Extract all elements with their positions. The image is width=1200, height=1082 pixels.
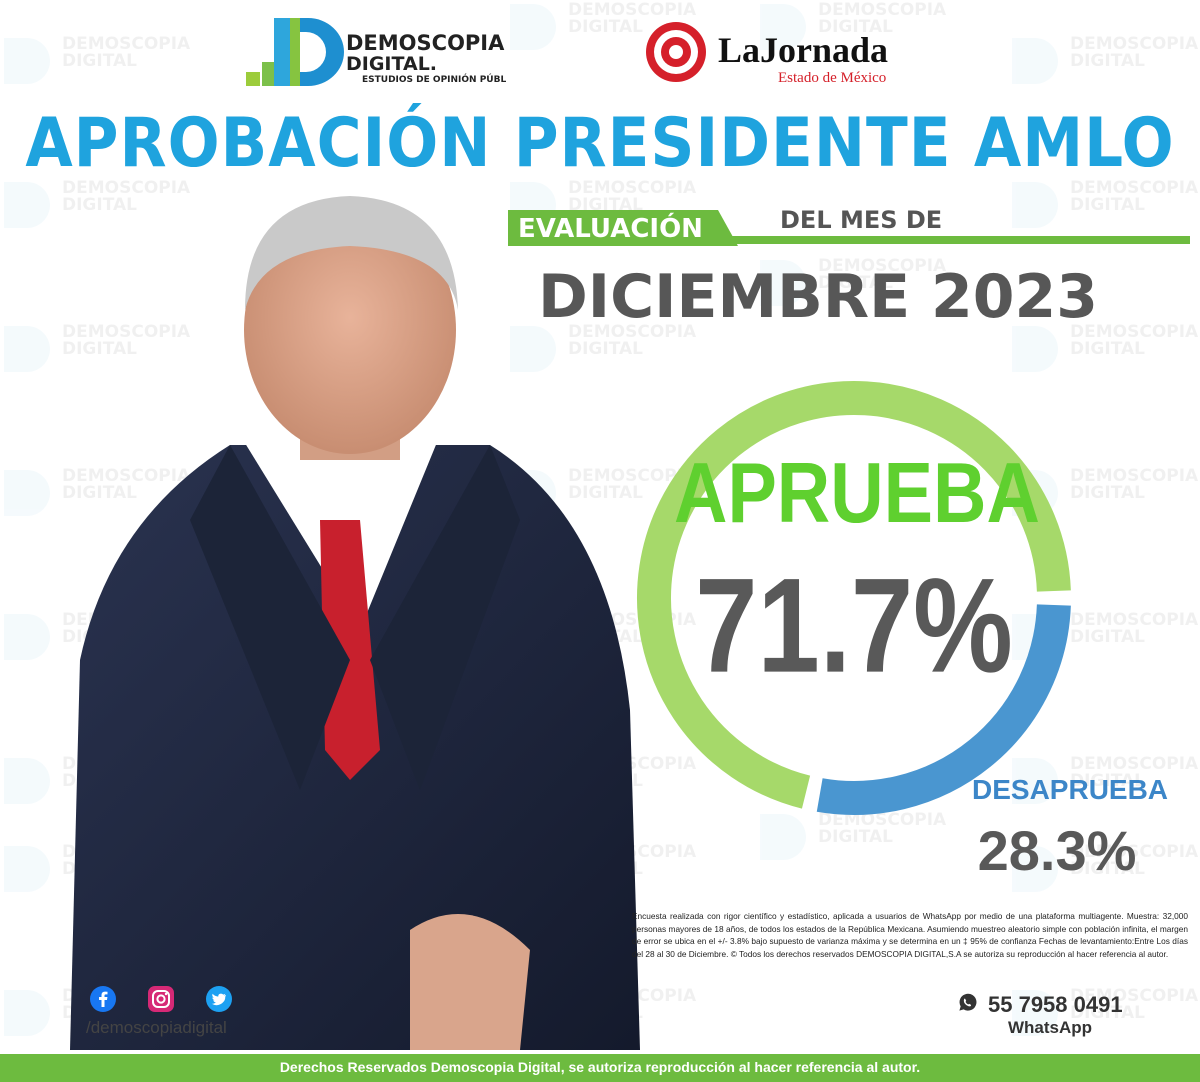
social-links: /demoscopiadigital bbox=[86, 986, 256, 1042]
disapprove-value: 28.3% bbox=[977, 819, 1137, 882]
watermark: DEMOSCOPIA DIGITAL bbox=[1012, 34, 1200, 94]
logo-line1: DEMOSCOPIA bbox=[346, 31, 505, 55]
watermark: DEMOSCOPIA DIGITAL bbox=[4, 322, 204, 382]
twitter-icon[interactable] bbox=[206, 986, 232, 1012]
slice-desaprueba bbox=[816, 604, 1071, 815]
whatsapp-label: WhatsApp bbox=[1008, 1018, 1093, 1037]
jornada-name: LaJornada bbox=[718, 30, 888, 70]
approval-donut-chart bbox=[637, 381, 1071, 815]
whatsapp-number: 55 7958 0491 bbox=[988, 992, 1123, 1017]
logo-line3: ESTUDIOS DE OPINIÓN PÚBLICA bbox=[362, 73, 506, 85]
approve-value: 71.7% bbox=[695, 550, 1013, 701]
watermark: DEMOSCOPIA DIGITAL bbox=[4, 34, 204, 94]
watermark: DEMOSCOPIA DIGITAL bbox=[510, 322, 710, 382]
page-title: APROBACIÓN PRESIDENTE AMLO bbox=[25, 104, 1175, 183]
watermark: DEMOSCOPIA DIGITAL bbox=[1012, 754, 1200, 814]
watermark: DEMOSCOPIA DIGITAL bbox=[1012, 986, 1200, 1046]
demoscopia-logo: DEMOSCOPIA DIGITAL. ESTUDIOS DE OPINIÓN … bbox=[246, 18, 506, 86]
survey-month: DICIEMBRE 2023 bbox=[538, 262, 1098, 332]
whatsapp-icon bbox=[959, 993, 977, 1011]
survey-disclaimer: Encuesta realizada con rigor científico … bbox=[632, 911, 1188, 959]
donut-arcs bbox=[637, 381, 1071, 815]
president-portrait bbox=[70, 196, 640, 1050]
watermark: DEMOSCOPIA DIGITAL bbox=[1012, 178, 1200, 238]
watermark: DEMOSCOPIA DIGITAL bbox=[1012, 842, 1200, 902]
evaluation-banner: EVALUACIÓN DEL MES DE bbox=[508, 206, 1190, 246]
watermark: DEMOSCOPIA DIGITAL bbox=[760, 810, 960, 870]
la-jornada-logo: LaJornada Estado de México bbox=[646, 22, 888, 86]
evaluation-label: EVALUACIÓN bbox=[518, 212, 703, 244]
slice-aprueba bbox=[637, 381, 1071, 809]
facebook-icon[interactable] bbox=[90, 986, 116, 1012]
watermark: DEMOSCOPIA DIGITAL bbox=[760, 256, 960, 316]
watermark: DEMOSCOPIA DIGITAL bbox=[4, 178, 204, 238]
footer-bar: Derechos Reservados Demoscopia Digital, … bbox=[0, 1054, 1200, 1082]
watermark: DEMOSCOPIA DIGITAL bbox=[510, 0, 710, 60]
whatsapp-contact[interactable]: 55 7958 0491 WhatsApp bbox=[956, 990, 1156, 1040]
month-prefix: DEL MES DE bbox=[780, 206, 942, 234]
instagram-icon[interactable] bbox=[148, 986, 174, 1012]
approve-label: APRUEBA bbox=[674, 445, 1040, 541]
watermark: DEMOSCOPIA DIGITAL bbox=[760, 0, 960, 60]
watermark: DEMOSCOPIA DIGITAL bbox=[1012, 322, 1200, 382]
jornada-subtitle: Estado de México bbox=[778, 70, 886, 86]
disapprove-label: DESAPRUEBA bbox=[972, 774, 1169, 805]
social-handle[interactable]: /demoscopiadigital bbox=[86, 1018, 227, 1037]
logo-line2: DIGITAL. bbox=[346, 53, 437, 75]
footer-text: Derechos Reservados Demoscopia Digital, … bbox=[279, 1059, 921, 1075]
watermark: DEMOSCOPIA DIGITAL bbox=[4, 466, 204, 526]
